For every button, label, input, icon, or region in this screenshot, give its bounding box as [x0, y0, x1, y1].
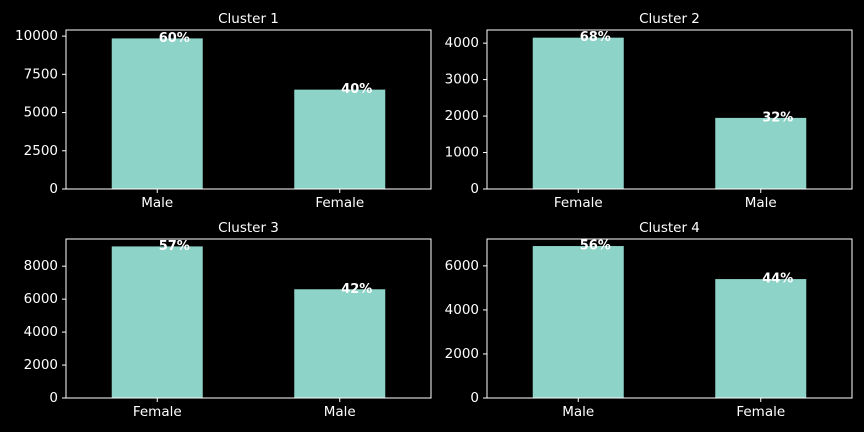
panel-4-ytick-label-2: 2000 — [445, 346, 479, 362]
panel-4-title: Cluster 4 — [639, 220, 700, 236]
panel-3-bar-2 — [294, 289, 386, 398]
panel-3-bar-1-label: 57% — [159, 239, 190, 254]
panel-4-ytick-label-4: 6000 — [445, 258, 479, 274]
panel-3-ytick-label-1: 0 — [49, 390, 58, 406]
panel-3-xtick-label-1: Female — [133, 404, 182, 420]
panel-3-xtick-label-2: Male — [324, 404, 356, 420]
panel-1-title: Cluster 1 — [218, 11, 279, 27]
panel-4-xtick-label-2: Female — [736, 404, 785, 420]
panel-4-axes-frame — [486, 238, 853, 399]
panel-1-bar-1 — [111, 38, 203, 189]
panel-1-bar-1-label: 60% — [159, 31, 190, 46]
panel-3-ytick-label-3: 4000 — [24, 324, 58, 340]
panel-3-bar-2-label: 42% — [341, 282, 372, 297]
panel-3-axes-frame — [65, 238, 432, 399]
panel-3-ytick-label-5: 8000 — [24, 258, 58, 274]
panel-4-bar-1 — [532, 246, 624, 398]
panel-4-ytick-label-1: 0 — [470, 390, 479, 406]
panel-4-xtick-label-1: Male — [562, 404, 594, 420]
panel-4-ytick-label-3: 4000 — [445, 302, 479, 318]
panel-2-axes-frame — [486, 29, 853, 190]
panel-1-ytick-label-3: 5000 — [24, 105, 58, 121]
panel-1-bar-2 — [294, 89, 386, 189]
panel-2-bar-1-label: 68% — [580, 30, 611, 45]
panel-2-bar-1 — [532, 37, 624, 189]
panel-2-title: Cluster 2 — [639, 11, 700, 27]
panel-3-title: Cluster 3 — [218, 220, 279, 236]
panel-2-bar-2 — [715, 117, 807, 189]
panel-4-bar-2 — [715, 279, 807, 398]
panel-1-ytick-label-1: 0 — [49, 181, 58, 197]
panel-2-ytick-label-3: 2000 — [445, 108, 479, 124]
panel-3-bar-1 — [111, 246, 203, 398]
panel-4-bar-2-label: 44% — [762, 272, 793, 287]
panel-2-ytick-label-5: 4000 — [445, 35, 479, 51]
panel-2-xtick-label-2: Male — [745, 195, 777, 211]
panel-2-ytick-label-4: 3000 — [445, 72, 479, 88]
panel-3-ytick-label-4: 6000 — [24, 291, 58, 307]
panel-2-ytick-label-2: 1000 — [445, 145, 479, 161]
panel-1-xtick-label-1: Male — [141, 195, 173, 211]
panel-1-axes-frame — [65, 29, 432, 190]
panel-2-bar-2-label: 32% — [762, 110, 793, 125]
panel-1-bar-2-label: 40% — [341, 82, 372, 97]
panel-1-ytick-label-5: 10000 — [15, 28, 58, 44]
panel-1-xtick-label-2: Female — [315, 195, 364, 211]
panel-1-ytick-label-4: 7500 — [24, 66, 58, 82]
panel-2-xtick-label-1: Female — [554, 195, 603, 211]
panel-3-ytick-label-2: 2000 — [24, 357, 58, 373]
panel-4-bar-1-label: 56% — [580, 239, 611, 254]
panel-1-ytick-label-2: 2500 — [24, 143, 58, 159]
panel-2-ytick-label-1: 0 — [470, 181, 479, 197]
